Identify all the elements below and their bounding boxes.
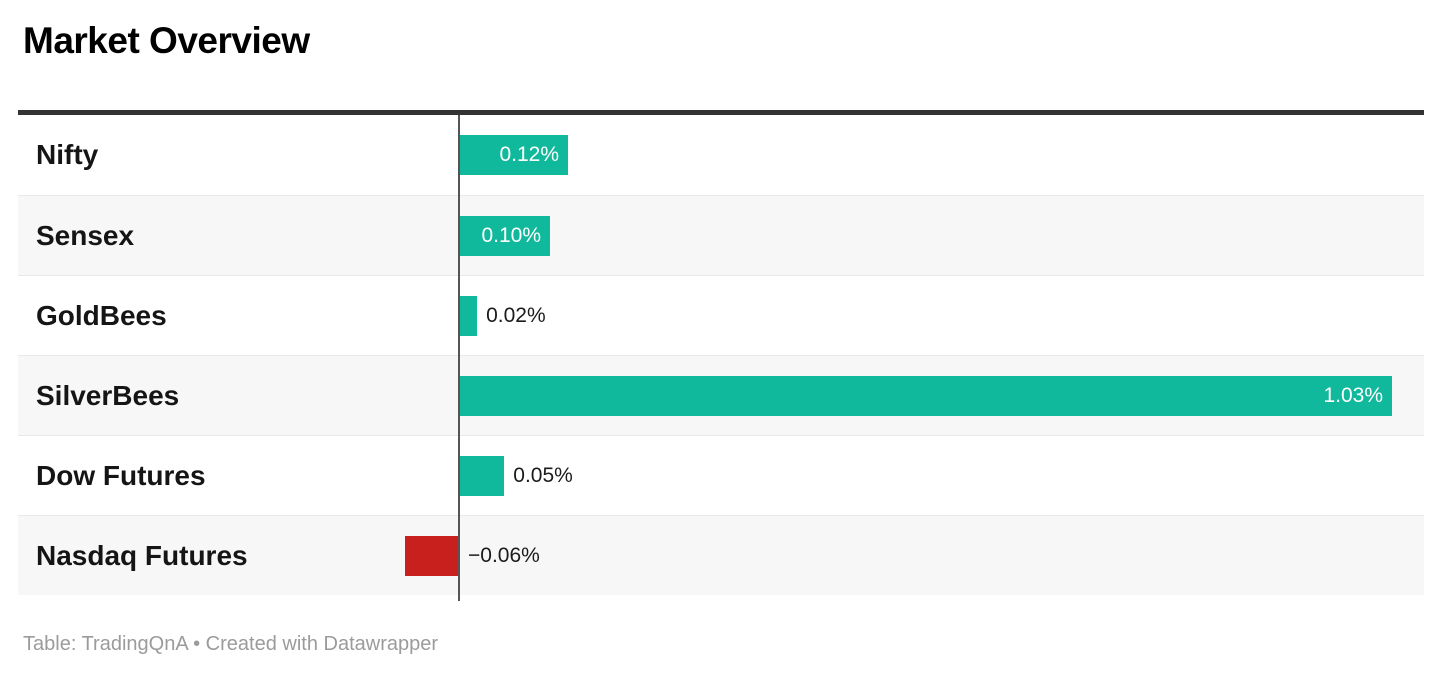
header-rule [18, 110, 1424, 115]
page-title: Market Overview [23, 20, 310, 61]
value-label-goldbees: 0.02% [486, 303, 546, 327]
bar-dow-futures [459, 456, 504, 496]
value-label-nifty: 0.12% [499, 143, 559, 166]
row-label-nasdaq-futures: Nasdaq Futures [36, 539, 248, 571]
chart-area: Nifty 0.12% Sensex 0.10% GoldBees 0.02% … [18, 110, 1424, 601]
value-label-dow-futures: 0.05% [513, 463, 573, 487]
row-label-sensex: Sensex [36, 219, 135, 251]
row-label-dow-futures: Dow Futures [36, 459, 206, 491]
table-row-goldbees: GoldBees 0.02% [18, 275, 1424, 355]
row-label-silverbees: SilverBees [36, 379, 180, 411]
attribution-footer: Table: TradingQnA • Created with Datawra… [23, 633, 438, 655]
bar-silverbees: 1.03% [459, 376, 1392, 416]
table-row-nifty: Nifty 0.12% [18, 115, 1424, 195]
table-row-silverbees: SilverBees 1.03% [18, 355, 1424, 435]
table-row-dow-futures: Dow Futures 0.05% [18, 435, 1424, 515]
value-label-nasdaq-futures: −0.06% [468, 543, 540, 567]
value-label-sensex: 0.10% [481, 224, 541, 247]
value-label-silverbees: 1.03% [1323, 384, 1383, 407]
row-label-nifty: Nifty [36, 139, 99, 170]
bar-goldbees [459, 296, 477, 336]
bar-nasdaq-futures [405, 536, 459, 576]
table-row-sensex: Sensex 0.10% [18, 195, 1424, 275]
baseline-axis [458, 115, 460, 601]
row-label-goldbees: GoldBees [36, 299, 167, 331]
table-row-nasdaq-futures: Nasdaq Futures −0.06% [18, 515, 1424, 595]
bar-sensex: 0.10% [459, 216, 550, 256]
bar-rows: Nifty 0.12% Sensex 0.10% GoldBees 0.02% … [18, 115, 1424, 595]
bar-nifty: 0.12% [459, 135, 568, 175]
